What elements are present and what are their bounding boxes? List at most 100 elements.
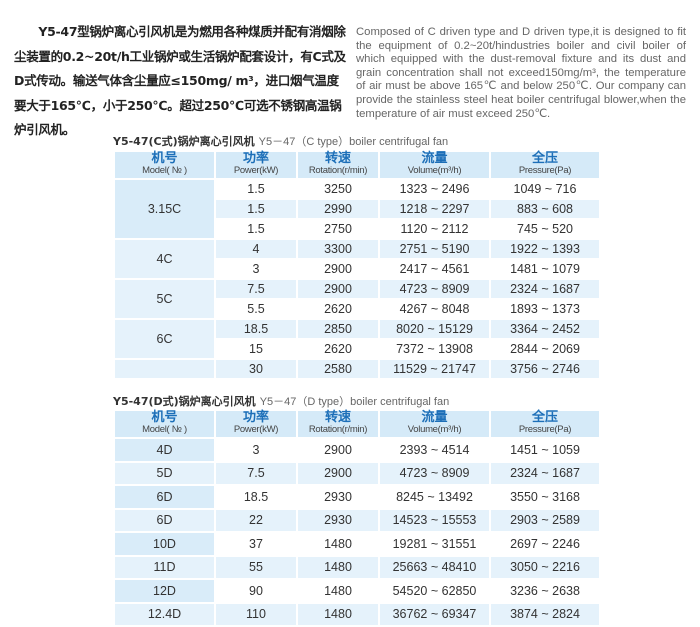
table-row: 5D 7.5 2900 4723 ~ 8909 2324 ~ 1687 [115,462,599,484]
table-cell: 1480 [298,603,378,625]
table-cell: 2620 [324,342,352,356]
table-cell: 3874 ~ 2824 [491,603,599,625]
table-cell: 3550 ~ 3168 [510,489,580,504]
table-cell: 1481 ~ 1079 [510,262,580,276]
header-cn: 全压 [531,410,558,425]
table-cell: 2324 ~ 1687 [491,462,599,484]
table-cell: 22 [216,509,296,531]
table-cell: 110 [216,603,296,625]
table-cell: 2580 [298,360,378,378]
table-cell: 1480 [324,536,352,551]
table-cell: 2900 [324,262,352,276]
table-row: 30 2580 11529 ~ 21747 3756 ~ 2746 [115,360,599,378]
header-en: Power(kW) [233,424,279,435]
table-cell: 5D [115,462,214,484]
table-row: 6C 18.5 2850 8020 ~ 15129 3364 ~ 2452 [115,320,599,358]
table-cell: 2844 ~ 2069 [510,342,580,356]
header-cn: 转速 [324,151,351,166]
header-en: Volume(m³/h) [407,424,462,435]
table-cell: 8245 ~ 13492 [396,489,473,504]
table-cell: 1.5 [247,182,265,196]
table-row: 6D 22 2930 14523 ~ 15553 2903 ~ 2589 [115,509,599,531]
table-cell: 6C [115,320,214,358]
table-cell: 2990 [298,200,378,218]
table-cell: 2417 ~ 4561 [399,262,470,276]
table-cell: 55 [216,556,296,578]
table-d-title-en: Y5－47（D type）boiler centrifugal fan [259,396,450,408]
column-header: 功率 Power(kW) [216,411,296,437]
table-cell: 2393 ~ 4514 [399,442,470,457]
table-cell: 37 [249,536,263,551]
column-header: 全压 Pressure(Pa) [491,152,599,178]
table-cell: 1218 ~ 2297 [380,200,489,218]
table-row: 15 2620 7372 ~ 13908 2844 ~ 2069 [115,340,599,358]
table-cell: 3236 ~ 2638 [510,583,580,598]
column-header: 机号 Model( № ) [115,152,214,178]
header-en: Volume(m³/h) [407,165,462,176]
header-en: Pressure(Pa) [518,165,572,176]
table-row: 12.4D 110 1480 36762 ~ 69347 3874 ~ 2824 [115,603,599,625]
intro-english: Composed of C driven type and D driven t… [356,26,686,120]
column-header: 流量 Volume(m³/h) [380,411,489,437]
table-cell: 1049 ~ 716 [513,182,577,196]
table-cell: 3 [252,442,260,457]
table-row: 4C 4 3300 2751 ~ 5190 1922 ~ 1393 [115,240,599,278]
column-header: 机号 Model( № ) [115,411,214,437]
table-row: 3.15C 1.5 3250 1323 ~ 2496 1049 ~ 716 [115,180,599,238]
table-cell: 12D [115,580,214,602]
header-en: Power(kW) [233,165,279,176]
table-cell: 2900 [298,462,378,484]
table-cell: 3050 ~ 2216 [491,556,599,578]
table-cell: 18.5 [216,320,296,338]
table-cell: 4723 ~ 8909 [380,280,489,298]
table-cell: 3756 ~ 2746 [491,360,599,378]
table-cell: 1.5 [216,200,296,218]
table-cell: 30 [216,360,296,378]
table-cell: 2850 [298,320,378,338]
column-header: 功率 Power(kW) [216,152,296,178]
table-row: 11D 55 1480 25663 ~ 48410 3050 ~ 2216 [115,556,599,578]
table-cell: 1480 [298,556,378,578]
table-cell: 1893 ~ 1373 [510,302,580,316]
table-row: 1.5 2990 1218 ~ 2297 883 ~ 608 [115,200,599,218]
table-cell: 883 ~ 608 [491,200,599,218]
table-cell: 54520 ~ 62850 [392,583,477,598]
table-row: 10D 37 1480 19281 ~ 31551 2697 ~ 2246 [115,533,599,555]
table-cell: 4D [115,439,214,461]
header-en: Rotation(r/min) [308,165,368,176]
table-cell: 18.5 [243,489,269,504]
table-cell: 7.5 [216,280,296,298]
table-cell: 1480 [324,583,352,598]
table-cell: 4267 ~ 8048 [399,302,470,316]
table-c-title-cn: Y5-47(C式)锅炉离心引风机 [113,135,255,148]
table-cell: 36762 ~ 69347 [380,603,489,625]
table-cell: 2697 ~ 2246 [510,536,580,551]
table-c: 机号 Model( № ) 功率 Power(kW) 转速 Rotation(r/min)… [113,150,601,380]
table-row: 12D 90 1480 54520 ~ 62850 3236 ~ 2638 [115,580,599,602]
table-cell: 4 [216,240,296,258]
header-en: Model( № ) [142,424,187,435]
table-c-title-en: Y5－47（C type）boiler centrifugal fan [258,136,449,148]
table-cell: 2900 [298,280,378,298]
table-cell: 10D [115,533,214,555]
table-cell: 2903 ~ 2589 [491,509,599,531]
table-cell: 3250 [324,182,352,196]
table-cell: 1451 ~ 1059 [510,442,580,457]
table-cell: 2751 ~ 5190 [380,240,489,258]
header-row: 机号 Model( № ) 功率 Power(kW) 转速 Rotation(r/min)… [115,411,599,437]
table-cell: 12.4D [115,603,214,625]
table-row: 4D 3 2900 2393 ~ 4514 1451 ~ 1059 [115,439,599,461]
table-cell: 15 [249,342,263,356]
header-en: Rotation(r/min) [308,424,368,435]
table-cell: 2930 [298,509,378,531]
table-cell: 1922 ~ 1393 [491,240,599,258]
table-cell: 19281 ~ 31551 [392,536,477,551]
table-row: 1.5 2750 1120 ~ 2112 745 ~ 520 [115,220,599,238]
table-cell: 1120 ~ 2112 [400,222,469,236]
table-cell: 1.5 [247,222,265,236]
table-cell: 8020 ~ 15129 [380,320,489,338]
table-cell: 7.5 [216,462,296,484]
table-cell: 11D [115,556,214,578]
header-cn: 全压 [531,151,558,166]
table-cell: 11529 ~ 21747 [380,360,489,378]
